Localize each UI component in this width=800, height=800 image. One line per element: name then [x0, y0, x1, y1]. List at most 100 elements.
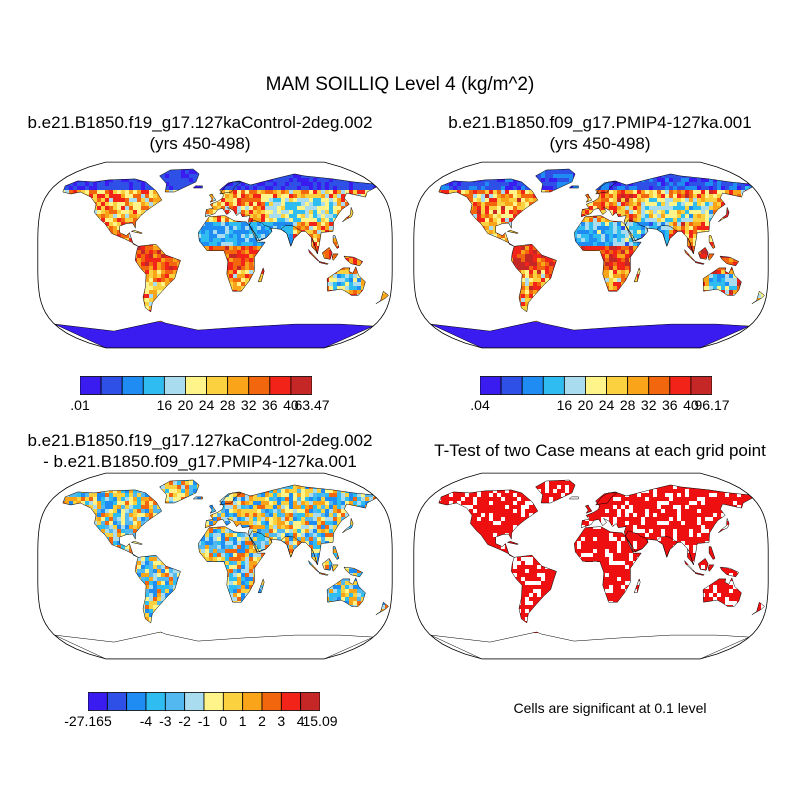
colorbar-tick-label: 3	[277, 713, 286, 729]
coastline	[568, 185, 579, 189]
colorbar-swatch	[100, 376, 123, 395]
coastline	[280, 535, 302, 559]
coastline	[574, 526, 642, 603]
coastline	[684, 560, 696, 573]
panel2-title-line2: (yrs 450-498)	[549, 134, 651, 153]
panel3-title-line1: b.e21.B1850.f19_g17.127kaControl-2deg.00…	[27, 431, 373, 450]
coastline	[719, 255, 740, 267]
coastline	[219, 492, 242, 506]
coastline	[574, 215, 642, 292]
colorbar-swatch	[261, 692, 282, 711]
colorbar-tick-label: 20	[577, 397, 594, 413]
colorbar-swatch	[669, 376, 692, 395]
coastline	[342, 207, 354, 223]
coastline	[438, 178, 539, 247]
colorbar-tick-label: 32	[640, 397, 657, 413]
colorbar-swatch	[563, 376, 586, 395]
colorbar-swatch	[242, 692, 263, 711]
coastline	[718, 207, 730, 223]
globe-outline	[37, 472, 393, 660]
coastline	[249, 219, 273, 242]
colorbar-panel2	[480, 376, 712, 395]
colorbar-swatch	[542, 376, 565, 395]
colorbar-swatch	[121, 376, 144, 395]
coastline	[219, 181, 242, 195]
colorbar-swatch	[248, 376, 271, 395]
colorbar-tick-label: 1	[238, 713, 247, 729]
panel3-title: b.e21.B1850.f19_g17.127kaControl-2deg.00…	[0, 430, 400, 472]
colorbar-panel1	[80, 376, 312, 395]
coastline	[135, 554, 181, 624]
globe-outline	[413, 161, 769, 349]
coastline	[192, 496, 203, 500]
coastline	[209, 504, 217, 514]
colorbar-tick-label: 36	[262, 397, 278, 413]
colorbar-tick-label: 40	[683, 397, 699, 413]
coastline	[506, 230, 519, 234]
colorbar-swatch	[480, 376, 502, 395]
globe-outline	[37, 161, 393, 349]
coastline	[343, 255, 364, 267]
significance-note: Cells are significant at 0.1 level	[513, 700, 707, 716]
coastline	[707, 564, 715, 572]
coastline	[687, 547, 694, 566]
coastline	[308, 560, 320, 573]
colorbar-tick-label: 28	[619, 397, 636, 413]
coastline	[568, 496, 579, 500]
coastline	[511, 243, 557, 313]
colorbar-swatch	[500, 376, 523, 395]
colorbar-tick-label: 40	[283, 397, 299, 413]
coastline	[375, 601, 389, 615]
colorbar-labels-panel1: .01 16 20 24 28 32 36 40 63.47	[70, 397, 329, 415]
coastline	[656, 224, 678, 248]
colorbar-labels-panel3: -27.165 -4 -3 -2 -1 0 1 2 3 4 15.09	[64, 713, 337, 731]
colorbar-tick-label: 16	[556, 397, 573, 413]
coastline	[702, 577, 742, 607]
coastline	[702, 266, 742, 296]
colorbar-tick-label: 24	[598, 397, 615, 413]
coastline	[331, 253, 339, 261]
colorbar-tick-label: 16	[156, 397, 173, 413]
coastline	[62, 489, 163, 558]
coastline	[332, 546, 340, 560]
colorbar-tick-label: -4	[139, 713, 153, 729]
map-panel4	[413, 472, 769, 660]
colorbar-tick-label: 15.09	[302, 713, 338, 729]
coastline	[249, 530, 273, 553]
colorbar-tick-label: 4	[296, 713, 305, 729]
coastline	[159, 479, 200, 504]
colorbar-swatch	[88, 692, 108, 711]
coastline	[751, 601, 765, 615]
coastline	[326, 577, 366, 607]
colorbar-swatch	[227, 376, 250, 395]
coastline	[707, 253, 715, 261]
coastline	[751, 290, 765, 304]
coastline	[718, 518, 730, 534]
panel4-title: T-Test of two Case means at each grid po…	[400, 440, 800, 461]
colorbar-tick-label: -3	[159, 713, 172, 729]
coastline	[326, 266, 366, 296]
coastline	[257, 578, 265, 594]
colorbar-panel3	[88, 692, 320, 711]
colorbar-swatch	[222, 692, 244, 711]
colorbar-swatch	[106, 692, 128, 711]
coastline	[62, 178, 163, 247]
coastline	[708, 235, 716, 249]
colorbar-swatch	[203, 692, 224, 711]
panel1-title-line2: (yrs 450-498)	[149, 134, 251, 153]
coastline	[695, 261, 705, 265]
panel4-title-line1: T-Test of two Case means at each grid po…	[434, 441, 766, 460]
coastline	[322, 558, 333, 571]
colorbar-swatch	[164, 692, 186, 711]
coastline	[342, 518, 354, 534]
coastline	[625, 219, 649, 242]
coastline	[343, 566, 364, 578]
coastline	[585, 504, 593, 514]
coastline	[280, 224, 302, 248]
colorbar-tick-label: .01	[70, 397, 90, 413]
map-panel1	[37, 161, 393, 349]
coastline	[375, 290, 389, 304]
coastline	[633, 267, 641, 283]
coastline	[656, 535, 678, 559]
coastline	[695, 572, 705, 576]
